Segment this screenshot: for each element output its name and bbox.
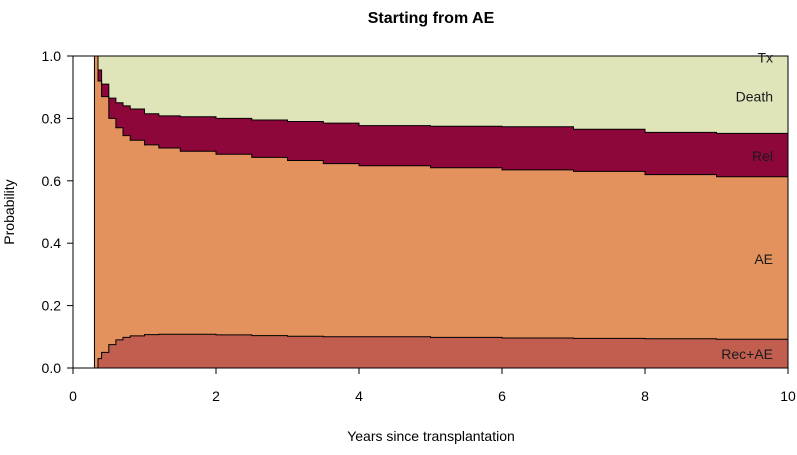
x-tick-label: 0 [69,388,77,404]
x-axis-label: Years since transplantation [347,428,515,444]
plot-area [72,55,789,369]
y-tick-label: 0.2 [42,298,62,314]
y-tick-label: 0.6 [42,173,62,189]
boundary-line-rel [94,55,789,134]
y-tick-label: 0.0 [42,360,62,376]
area-rel [94,56,788,178]
x-tick-label: 4 [355,388,363,404]
x-tick-label: 10 [780,388,796,404]
x-tick-label: 8 [641,388,649,404]
chart-title: Starting from AE [368,10,495,27]
x-axis: 0 2 4 6 8 10 [69,368,796,404]
x-tick-label: 2 [212,388,220,404]
state-labels: Rec+AE AE Rel Death Tx [721,50,773,362]
area-ae [94,56,788,368]
plot-frame [72,55,789,369]
boundary-line-ae [94,55,789,178]
x-tick-label: 6 [498,388,506,404]
y-tick-label: 1.0 [42,48,62,64]
area-death [94,56,788,134]
state-label-rel: Rel [752,148,773,164]
state-label-tx: Tx [757,50,773,66]
y-axis-label: Probability [1,179,17,244]
boundary-line-rec-ae [94,333,789,369]
y-axis: 0.0 0.2 0.4 0.6 0.8 1.0 [42,48,73,376]
area-rec-ae [94,334,788,368]
y-tick-label: 0.4 [42,235,62,251]
y-tick-label: 0.8 [42,110,62,126]
state-label-death: Death [736,89,773,105]
state-label-ae: AE [754,251,773,267]
state-label-rec-ae: Rec+AE [721,346,773,362]
